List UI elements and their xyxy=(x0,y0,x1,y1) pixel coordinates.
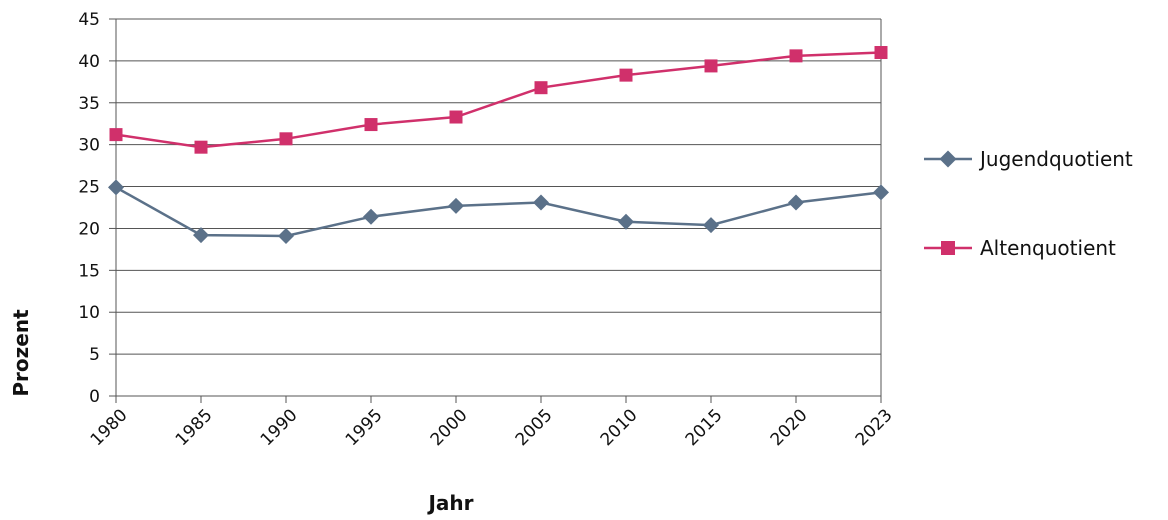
y-tick-label: 10 xyxy=(78,303,100,323)
altenquotient-point xyxy=(704,59,718,73)
altenquotient-point xyxy=(279,132,293,146)
jugendquotient-point xyxy=(108,179,124,196)
y-tick-label: 40 xyxy=(78,52,100,72)
jugendquotient-point xyxy=(533,194,549,211)
legend-marker-altenquotient xyxy=(941,241,955,255)
jugendquotient-point xyxy=(873,184,889,201)
x-tick-label: 2000 xyxy=(427,405,472,450)
y-tick-label: 45 xyxy=(78,10,100,30)
y-tick-label: 35 xyxy=(78,94,100,114)
y-tick-label: 15 xyxy=(78,261,100,281)
x-tick-label: 1995 xyxy=(342,405,387,450)
x-tick-label: 2023 xyxy=(852,405,897,450)
y-tick-labels: 0 5 10 15 20 25 30 35 40 45 xyxy=(78,10,100,407)
jugendquotient-line xyxy=(115,186,882,238)
altenquotient-point xyxy=(109,128,123,142)
jugendquotient-point xyxy=(703,217,719,234)
y-tick-label: 20 xyxy=(78,219,100,239)
x-tick-labels: 1980 1985 1990 1995 2000 2005 2010 2015 2020 2023 xyxy=(87,405,897,450)
altenquotient-point xyxy=(534,81,548,95)
jugendquotient-point xyxy=(278,227,294,244)
y-tick-label: 5 xyxy=(89,345,100,365)
y-tick-label: 25 xyxy=(78,178,100,198)
legend-label-jugendquotient: Jugendquotient xyxy=(978,147,1133,171)
x-tick-label: 2005 xyxy=(512,405,557,450)
legend-item-jugendquotient: Jugendquotient xyxy=(924,147,1133,171)
jugendquotient-point xyxy=(363,208,379,225)
x-tick-label: 1990 xyxy=(257,405,302,450)
series-layer xyxy=(108,46,889,244)
y-tick-label: 0 xyxy=(89,387,100,407)
grid-layer xyxy=(109,18,881,397)
altenquotient-point xyxy=(789,49,803,63)
altenquotient-point xyxy=(619,68,633,82)
legend: Jugendquotient Altenquotient xyxy=(924,147,1133,260)
altenquotient-point xyxy=(194,140,208,154)
x-tick-label: 2015 xyxy=(682,405,727,450)
x-axis-title: Jahr xyxy=(426,491,473,515)
x-tick-label: 2020 xyxy=(767,405,812,450)
jugendquotient-point xyxy=(193,227,209,244)
jugendquotient-point xyxy=(788,194,804,211)
x-tick-label: 1980 xyxy=(87,405,132,450)
altenquotient-line xyxy=(115,51,882,149)
altenquotient-point xyxy=(449,110,463,124)
jugendquotient-point xyxy=(618,213,634,230)
altenquotient-series xyxy=(109,46,888,154)
x-tick-label: 2010 xyxy=(597,405,642,450)
altenquotient-point xyxy=(874,46,888,60)
jugendquotient-series xyxy=(108,179,889,244)
jugendquotient-point xyxy=(448,197,464,214)
legend-label-altenquotient: Altenquotient xyxy=(980,236,1116,260)
y-tick-label: 30 xyxy=(78,136,100,156)
legend-item-altenquotient: Altenquotient xyxy=(924,236,1116,260)
altenquotient-point xyxy=(364,118,378,132)
legend-marker-jugendquotient xyxy=(939,150,957,168)
axis-layer xyxy=(115,19,882,403)
y-axis-title: Prozent xyxy=(9,309,33,397)
x-tick-label: 1985 xyxy=(172,405,217,450)
